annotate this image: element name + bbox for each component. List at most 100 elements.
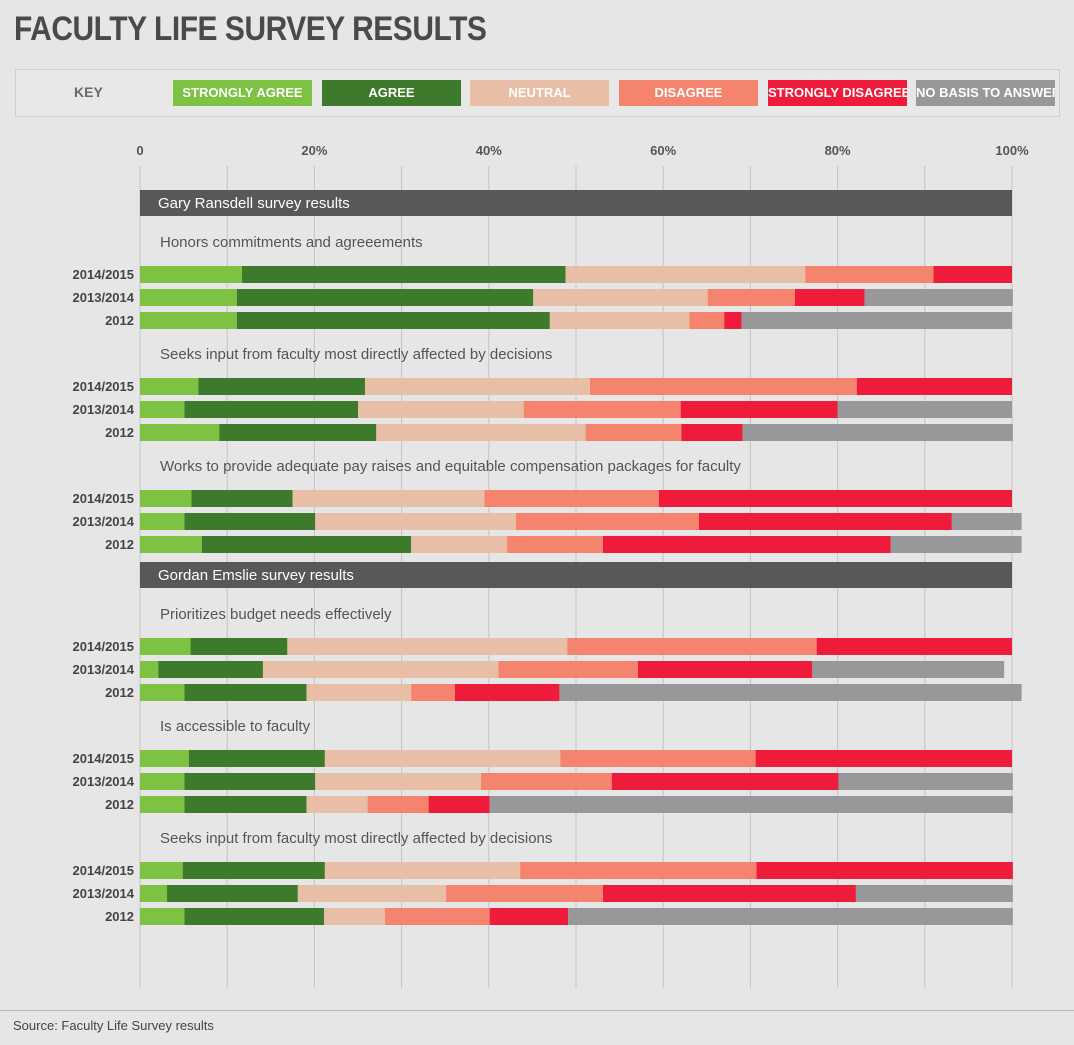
bar-segment <box>140 536 202 553</box>
bar-segment <box>184 401 358 418</box>
legend-disagree-label: DISAGREE <box>654 85 723 100</box>
bar-segment <box>411 684 455 701</box>
row-label: 2012 <box>105 909 134 924</box>
question-title: Honors commitments and agreeements <box>160 234 423 251</box>
row-label: 2014/2015 <box>73 267 134 282</box>
bar-segment <box>198 378 365 395</box>
bar-segment <box>184 773 316 790</box>
bar-segment <box>446 885 604 902</box>
bar-segment <box>140 661 159 678</box>
legend-strongly-disagree: STRONGLY DISAGREE <box>768 80 907 106</box>
bar-segment <box>184 684 307 701</box>
page-title: FACULTY LIFE SURVEY RESULTS <box>14 10 487 48</box>
bar-segment <box>568 908 1013 925</box>
legend-agree: AGREE <box>322 80 461 106</box>
row-label: 2012 <box>105 797 134 812</box>
bar-segment <box>376 424 586 441</box>
legend-agree-label: AGREE <box>368 85 415 100</box>
bar-segment <box>385 908 490 925</box>
bar-segment <box>201 536 412 553</box>
legend-disagree: DISAGREE <box>619 80 758 106</box>
bar-segment <box>523 401 681 418</box>
source-note: Source: Faculty Life Survey results <box>13 1018 214 1033</box>
bar-segment <box>411 536 508 553</box>
bar-segment <box>658 490 1012 507</box>
question-title: Works to provide adequate pay raises and… <box>160 458 741 475</box>
bar-segment <box>140 684 185 701</box>
bar-segment <box>324 862 521 879</box>
bar-segment <box>454 684 560 701</box>
bar-segment <box>489 908 569 925</box>
row-label: 2014/2015 <box>73 639 134 654</box>
bar-segment <box>855 885 1013 902</box>
bar-segment <box>182 862 325 879</box>
legend-strongly-disagree-label: STRONGLY DISAGREE <box>768 85 907 100</box>
bar-segment <box>167 885 298 902</box>
bar-segment <box>292 490 485 507</box>
bar-segment <box>140 773 185 790</box>
bar-segment <box>140 289 237 306</box>
bar-segment <box>190 638 288 655</box>
bar-segment <box>864 289 1013 306</box>
bar-segment <box>565 266 806 283</box>
bar-segment <box>707 289 795 306</box>
bar-segment <box>140 862 183 879</box>
bar-segment <box>306 796 368 813</box>
legend-strongly-agree: STRONGLY AGREE <box>173 80 312 106</box>
bar-segment <box>428 796 490 813</box>
legend-no-basis: NO BASIS TO ANSWER <box>916 80 1055 106</box>
bar-segment <box>698 513 952 530</box>
bar-segment <box>838 773 1013 790</box>
bar-segment <box>689 312 725 329</box>
bar-segment <box>741 312 1012 329</box>
bar-segment <box>489 796 1013 813</box>
bar-segment <box>837 401 1012 418</box>
bar-segment <box>933 266 1012 283</box>
bar-segment <box>184 908 324 925</box>
bar-segment <box>680 401 838 418</box>
legend-no-basis-label: NO BASIS TO ANSWER <box>916 85 1055 100</box>
question-title: Seeks input from faculty most directly a… <box>160 830 552 847</box>
bar-segment <box>515 513 699 530</box>
bar-segment <box>951 513 1022 530</box>
legend-neutral: NEUTRAL <box>470 80 609 106</box>
bar-segment <box>306 684 412 701</box>
bar-segment <box>140 378 199 395</box>
bar-segment <box>158 661 263 678</box>
bar-segment <box>315 513 516 530</box>
bar-segment <box>724 312 742 329</box>
x-tick-label: 20% <box>301 143 327 158</box>
x-tick-label: 100% <box>995 143 1029 158</box>
bar-segment <box>681 424 743 441</box>
bar-segment <box>794 289 865 306</box>
bar-segment <box>484 490 659 507</box>
bar-segment <box>287 638 568 655</box>
bar-segment <box>140 513 185 530</box>
legend-neutral-label: NEUTRAL <box>508 85 571 100</box>
row-label: 2013/2014 <box>73 290 135 305</box>
bar-segment <box>140 490 192 507</box>
bar-segment <box>567 638 817 655</box>
bar-segment <box>816 638 1012 655</box>
section-title: Gordan Emslie survey results <box>158 567 354 584</box>
bar-segment <box>498 661 638 678</box>
bar-segment <box>140 266 243 283</box>
row-label: 2012 <box>105 425 134 440</box>
bar-segment <box>507 536 604 553</box>
bar-segment <box>140 424 220 441</box>
legend: KEY STRONGLY AGREE AGREE NEUTRAL DISAGRE… <box>15 69 1060 117</box>
bar-segment <box>242 266 566 283</box>
bar-segment <box>890 536 1022 553</box>
section-header <box>140 562 1012 588</box>
bar-segment <box>219 424 377 441</box>
question-title: Prioritizes budget needs effectively <box>160 606 392 623</box>
bar-segment <box>323 908 386 925</box>
row-label: 2012 <box>105 313 134 328</box>
bar-segment <box>533 289 708 306</box>
bar-segment <box>140 312 237 329</box>
legend-strongly-agree-label: STRONGLY AGREE <box>182 85 303 100</box>
row-label: 2014/2015 <box>73 863 134 878</box>
bar-segment <box>520 862 757 879</box>
row-label: 2013/2014 <box>73 662 135 677</box>
